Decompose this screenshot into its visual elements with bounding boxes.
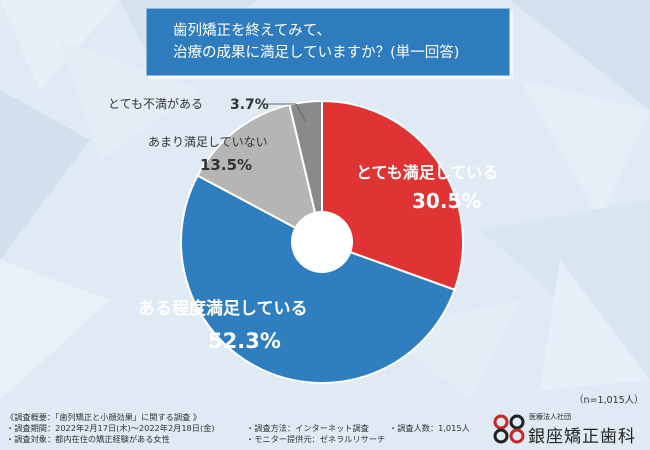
- logo-subtitle: 医療法人社団: [529, 413, 571, 421]
- footer-overview: 《調査概要：「歯列矯正と小顔効果」に関する調査 》: [6, 412, 202, 422]
- footer-period: ・調査期間：2022年2月17日(木)〜2022年2月18日(金): [6, 423, 215, 433]
- slice-very-dissatisfied: [288, 99, 323, 243]
- slice-fairly-satisfied: [179, 174, 456, 384]
- footer-target: ・調査対象：都内在住の矯正経験がある女性: [6, 434, 170, 444]
- leader-line-tail: [295, 103, 307, 123]
- footer-provider: ・モニター提供元：ゼネラルリサーチ: [246, 434, 386, 444]
- footer-method: ・調査方法：インターネット調査: [246, 423, 369, 433]
- value-somewhat-dissatisfied: 13.5%: [200, 156, 252, 174]
- slice-very-satisfied: [321, 99, 464, 292]
- label-somewhat-dissatisfied: あまり満足していない: [148, 135, 268, 149]
- value-fairly-satisfied: 52.3%: [208, 329, 281, 353]
- label-very-satisfied: とても満足している: [356, 163, 498, 182]
- value-very-satisfied: 30.5%: [412, 189, 481, 213]
- label-very-dissatisfied: とても不満がある: [108, 96, 203, 111]
- footer-count: ・調査人数：1,015人: [389, 423, 470, 433]
- chart-title: 歯列矯正を終えてみて、 治療の成果に満足していますか？(単一回答): [146, 8, 510, 76]
- donut-hole: [291, 211, 353, 273]
- clinic-logo: 医療法人社団 銀座矯正歯科: [493, 410, 643, 447]
- sample-size-label: （n=1,015人）: [574, 395, 644, 406]
- slice-somewhat-dissatisfied: [196, 103, 324, 244]
- title-line-2: 治療の成果に満足していますか？(単一回答): [173, 45, 460, 61]
- logo-name: 銀座矯正歯科: [528, 427, 636, 447]
- value-very-dissatisfied: 3.7%: [230, 97, 269, 113]
- label-fairly-satisfied: ある程度満足している: [138, 298, 308, 319]
- title-line-1: 歯列矯正を終えてみて、: [173, 23, 332, 39]
- logo-mark-icon: [493, 414, 525, 444]
